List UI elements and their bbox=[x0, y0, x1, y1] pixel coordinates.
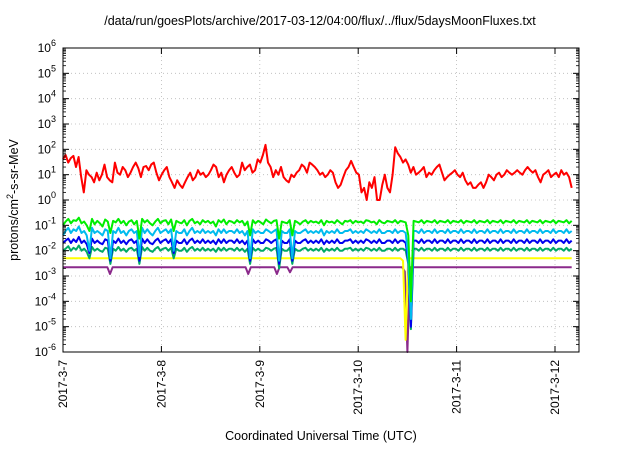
series-line bbox=[62, 235, 573, 328]
y-tick-label: 106 bbox=[38, 38, 56, 55]
y-tick-label: 10-6 bbox=[35, 342, 56, 359]
y-tick-label: 100 bbox=[38, 190, 56, 207]
y-tick-label: 10-1 bbox=[35, 215, 56, 232]
y-tick-label: 105 bbox=[38, 63, 56, 80]
y-tick-label: 102 bbox=[38, 139, 56, 156]
y-tick-label: 101 bbox=[38, 165, 56, 182]
y-axis-label: protons/cm2-s-sr-MeV bbox=[5, 138, 21, 260]
y-axis-label-rest: -s-sr-MeV bbox=[7, 138, 21, 194]
plot-frame bbox=[62, 47, 580, 353]
x-tick-label: 2017-3-11 bbox=[450, 360, 464, 414]
grid-lines bbox=[63, 48, 579, 352]
x-axis-ticks: 2017-3-7 2017-3-8 2017-3-9 2017-3-10 2017-3-… bbox=[56, 48, 562, 415]
y-tick-label: 10-3 bbox=[35, 266, 56, 283]
series-line bbox=[62, 216, 573, 303]
x-tick-label: 2017-3-12 bbox=[548, 360, 562, 415]
y-tick-label: 103 bbox=[38, 114, 56, 131]
x-tick-label: 2017-3-7 bbox=[56, 360, 70, 408]
series-line bbox=[62, 225, 573, 320]
y-axis-label-superscript: 2 bbox=[5, 194, 15, 199]
y-tick-label: 104 bbox=[38, 89, 56, 106]
x-tick-label: 2017-3-10 bbox=[351, 360, 365, 415]
series-line bbox=[62, 244, 573, 331]
y-tick-label: 10-5 bbox=[35, 317, 56, 334]
x-axis-label: Coordinated Universal Time (UTC) bbox=[225, 429, 417, 443]
chart-title: /data/run/goesPlots/archive/2017-03-12/0… bbox=[104, 14, 536, 28]
y-tick-label: 10-4 bbox=[35, 291, 56, 308]
x-tick-label: 2017-3-9 bbox=[253, 360, 267, 408]
series-line bbox=[63, 257, 572, 341]
x-tick-label: 2017-3-8 bbox=[154, 360, 168, 408]
series-lines bbox=[62, 143, 573, 353]
series-line bbox=[62, 143, 573, 201]
y-axis-ticks: 10-6 10-5 10-4 10-3 10-2 10-1 100 101 102 103 104 1… bbox=[35, 38, 579, 359]
y-axis-label-base: protons/cm bbox=[7, 199, 21, 261]
y-tick-label: 10-2 bbox=[35, 241, 56, 258]
series-line bbox=[63, 266, 572, 353]
